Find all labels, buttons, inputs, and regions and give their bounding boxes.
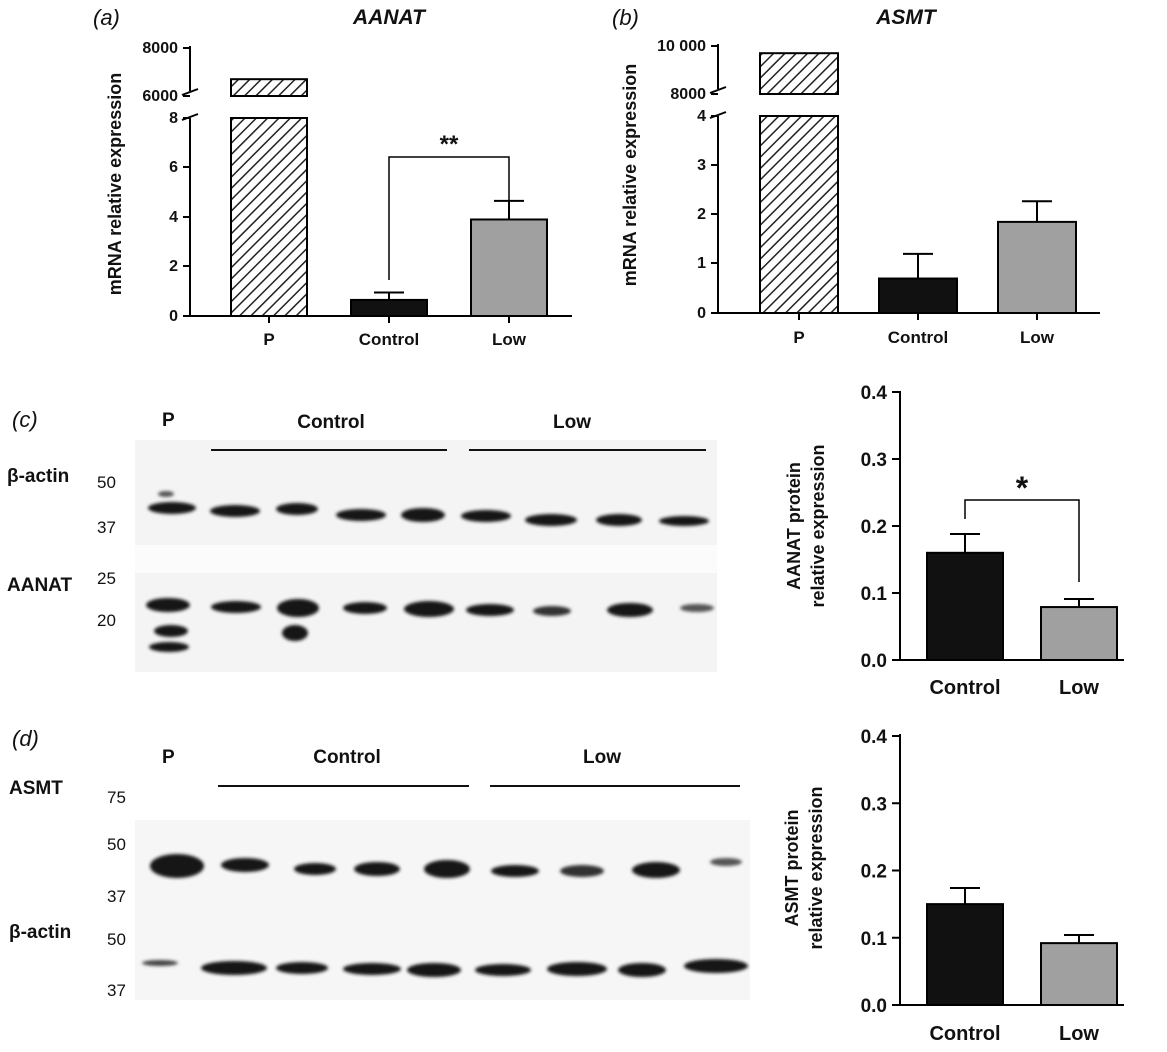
significance-bracket-a	[388, 156, 510, 280]
category-label: P	[793, 328, 804, 347]
western-blot-d: (d) P Control Low ASMT β-actin 75 50 37 …	[9, 726, 750, 1000]
category-label: Control	[359, 330, 419, 349]
y-tick-label: 2	[169, 258, 178, 275]
category-label: Low	[1059, 677, 1099, 699]
y-axis-label-a: mRNA relative expression	[105, 73, 125, 295]
y-tick-label: 0.4	[861, 383, 888, 404]
y-axis-label-d-line2: relative expression	[806, 786, 826, 949]
category-label: Control	[929, 1023, 1000, 1045]
group-label-low: Low	[553, 412, 591, 433]
row-label-asmt: ASMT	[9, 778, 63, 799]
chart-title-aanat: AANAT	[352, 6, 427, 29]
bar-control	[350, 298, 428, 318]
mw-marker: 37	[107, 887, 126, 906]
bar-p-lower	[230, 117, 308, 317]
panel-label-c: (c)	[12, 407, 38, 432]
significance-marker-a: **	[440, 131, 459, 158]
category-label: P	[263, 330, 274, 349]
mw-marker: 37	[97, 518, 116, 537]
y-tick-label: 0	[697, 305, 706, 322]
bar-control	[878, 277, 958, 314]
panel-label-b: (b)	[612, 5, 639, 30]
y-tick-label: 8000	[670, 86, 706, 103]
y-ticks-lower-b	[711, 45, 718, 314]
y-axis-label-c-line1: AANAT protein	[784, 462, 804, 590]
mw-marker: 50	[97, 473, 116, 492]
mw-marker: 50	[107, 930, 126, 949]
bar-p-upper	[759, 52, 839, 95]
blot-bands-c	[146, 491, 714, 652]
y-tick-label: 4	[169, 209, 178, 226]
blot-bands-d	[142, 854, 748, 977]
bar-low	[1040, 942, 1118, 1007]
group-label-control: Control	[297, 412, 365, 433]
significance-bracket-c	[964, 499, 1080, 582]
y-tick-label: 1	[697, 255, 706, 272]
y-tick-label: 0.0	[861, 651, 887, 672]
row-label-beta-actin: β-actin	[9, 922, 71, 943]
y-ticks-d	[892, 735, 900, 1006]
y-ticks-lower-a	[183, 47, 190, 317]
y-axis-label-b: mRNA relative expression	[620, 64, 640, 286]
panel-label-d: (d)	[12, 726, 39, 751]
row-label-beta-actin: β-actin	[7, 466, 69, 487]
bar-low	[470, 218, 548, 318]
bar-control	[926, 551, 1004, 661]
y-tick-label: 4	[697, 108, 706, 125]
y-tick-label: 0.3	[861, 794, 887, 815]
mw-marker: 75	[107, 788, 126, 807]
y-tick-label: 10 000	[657, 38, 706, 55]
bar-low	[1040, 606, 1118, 662]
bar-p-upper	[230, 78, 308, 97]
y-tick-label: 2	[697, 206, 706, 223]
y-ticks-c	[892, 391, 900, 661]
y-tick-label: 6000	[142, 88, 178, 105]
y-tick-label: 0.0	[861, 996, 887, 1017]
group-label-low: Low	[583, 747, 621, 768]
bar-low	[997, 220, 1077, 314]
y-tick-label: 0.2	[861, 862, 887, 883]
bar-control	[926, 903, 1004, 1006]
western-blot-c: (c) P Control Low β-actin AANAT 50 37 25…	[7, 407, 717, 672]
mw-marker: 20	[97, 611, 116, 630]
y-tick-label: 3	[697, 157, 706, 174]
mw-marker: 37	[107, 981, 126, 1000]
panel-label-a: (a)	[93, 5, 120, 30]
category-label: Low	[492, 330, 527, 349]
y-tick-label: 0.2	[861, 517, 887, 538]
blot-image-gap	[135, 545, 717, 573]
chart-aanat-mrna: (a) AANAT mRNA relative expression 0 2 4…	[93, 5, 572, 349]
y-tick-label: 0.4	[861, 727, 888, 748]
category-label: Low	[1059, 1023, 1099, 1045]
category-label: Control	[888, 328, 948, 347]
group-label-control: Control	[313, 747, 381, 768]
significance-marker-c: *	[1016, 470, 1029, 506]
mw-marker: 50	[107, 835, 126, 854]
bar-p-lower	[759, 115, 839, 314]
y-axis-label-d-line1: ASMT protein	[782, 810, 802, 927]
chart-title-asmt: ASMT	[875, 6, 938, 29]
category-label: Control	[929, 677, 1000, 699]
lane-label-p: P	[162, 747, 175, 768]
y-tick-label: 8000	[142, 40, 178, 57]
x-tick-marks-a	[268, 316, 510, 323]
chart-aanat-protein: AANAT protein relative expression 0.0 0.…	[784, 383, 1124, 699]
y-axis-label-c-line2: relative expression	[808, 444, 828, 607]
lane-label-p: P	[162, 410, 175, 431]
y-tick-label: 0.1	[861, 584, 888, 605]
axis-break-mark	[181, 88, 199, 96]
x-tick-marks-b	[798, 313, 1038, 320]
y-tick-label: 6	[169, 159, 178, 176]
y-tick-label: 8	[169, 110, 178, 127]
chart-asmt-protein: ASMT protein relative expression 0.0 0.1…	[782, 727, 1124, 1045]
chart-asmt-mrna: (b) ASMT mRNA relative expression 0 1 2 …	[612, 5, 1100, 347]
row-label-aanat: AANAT	[7, 575, 72, 596]
mw-marker: 25	[97, 569, 116, 588]
y-tick-label: 0.1	[861, 929, 888, 950]
category-label: Low	[1020, 328, 1055, 347]
axis-break-mark	[709, 86, 727, 94]
y-tick-label: 0.3	[861, 450, 887, 471]
y-tick-label: 0	[169, 308, 178, 325]
